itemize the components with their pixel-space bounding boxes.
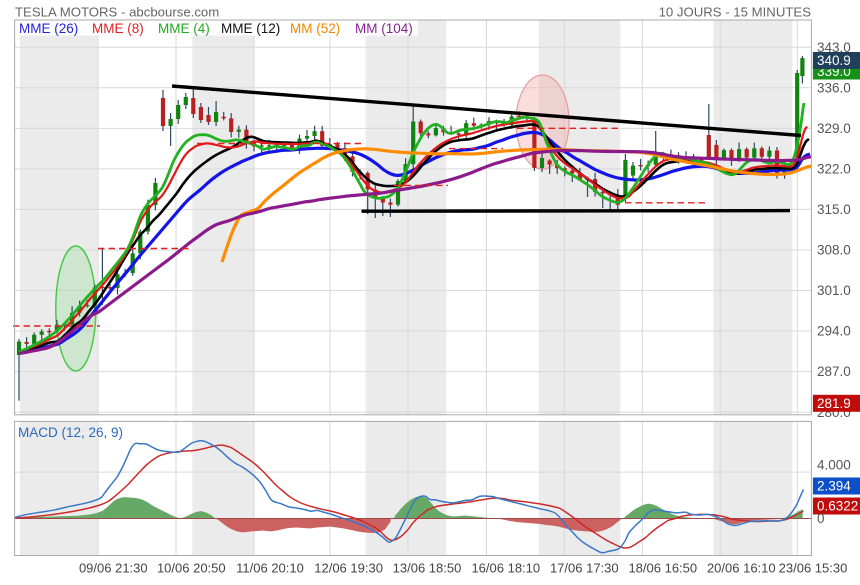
svg-text:336.0: 336.0	[817, 80, 851, 95]
svg-text:MME (4): MME (4)	[158, 21, 210, 36]
svg-text:315.0: 315.0	[817, 202, 851, 217]
svg-text:18/06 16:50: 18/06 16:50	[628, 561, 697, 576]
svg-text:340.9: 340.9	[817, 53, 851, 68]
svg-text:20/06 16:10: 20/06 16:10	[707, 561, 776, 576]
svg-text:301.0: 301.0	[817, 283, 851, 298]
svg-text:MM (104): MM (104)	[355, 21, 413, 36]
svg-text:281.9: 281.9	[817, 396, 851, 411]
svg-text:17/06 17:30: 17/06 17:30	[550, 561, 619, 576]
svg-text:2.394: 2.394	[817, 479, 851, 494]
svg-text:10 JOURS - 15 MINUTES: 10 JOURS - 15 MINUTES	[659, 5, 812, 20]
svg-text:16/06 18:10: 16/06 18:10	[471, 561, 540, 576]
svg-text:287.0: 287.0	[817, 364, 851, 379]
svg-text:13/06 18:50: 13/06 18:50	[393, 561, 462, 576]
svg-text:MME (26): MME (26)	[19, 21, 78, 36]
svg-text:294.0: 294.0	[817, 324, 851, 339]
svg-text:329.0: 329.0	[817, 121, 851, 136]
svg-text:23/06 15:30: 23/06 15:30	[779, 561, 848, 576]
svg-text:MME (8): MME (8)	[92, 21, 144, 36]
svg-text:4.000: 4.000	[817, 458, 851, 473]
svg-text:322.0: 322.0	[817, 161, 851, 176]
svg-text:0.6322: 0.6322	[817, 499, 858, 514]
svg-text:MM (52): MM (52)	[290, 21, 340, 36]
svg-text:11/06 20:10: 11/06 20:10	[236, 561, 304, 576]
svg-text:09/06 21:30: 09/06 21:30	[79, 561, 148, 576]
svg-text:10/06 20:50: 10/06 20:50	[157, 561, 226, 576]
svg-text:MACD (12, 26, 9): MACD (12, 26, 9)	[18, 425, 123, 440]
svg-text:TESLA MOTORS - abcbourse.com: TESLA MOTORS - abcbourse.com	[15, 5, 219, 20]
svg-text:0: 0	[817, 511, 825, 526]
svg-text:MME (12): MME (12)	[221, 21, 280, 36]
svg-text:12/06 19:30: 12/06 19:30	[314, 561, 383, 576]
svg-text:308.0: 308.0	[817, 243, 851, 258]
svg-text:343.0: 343.0	[817, 40, 851, 55]
